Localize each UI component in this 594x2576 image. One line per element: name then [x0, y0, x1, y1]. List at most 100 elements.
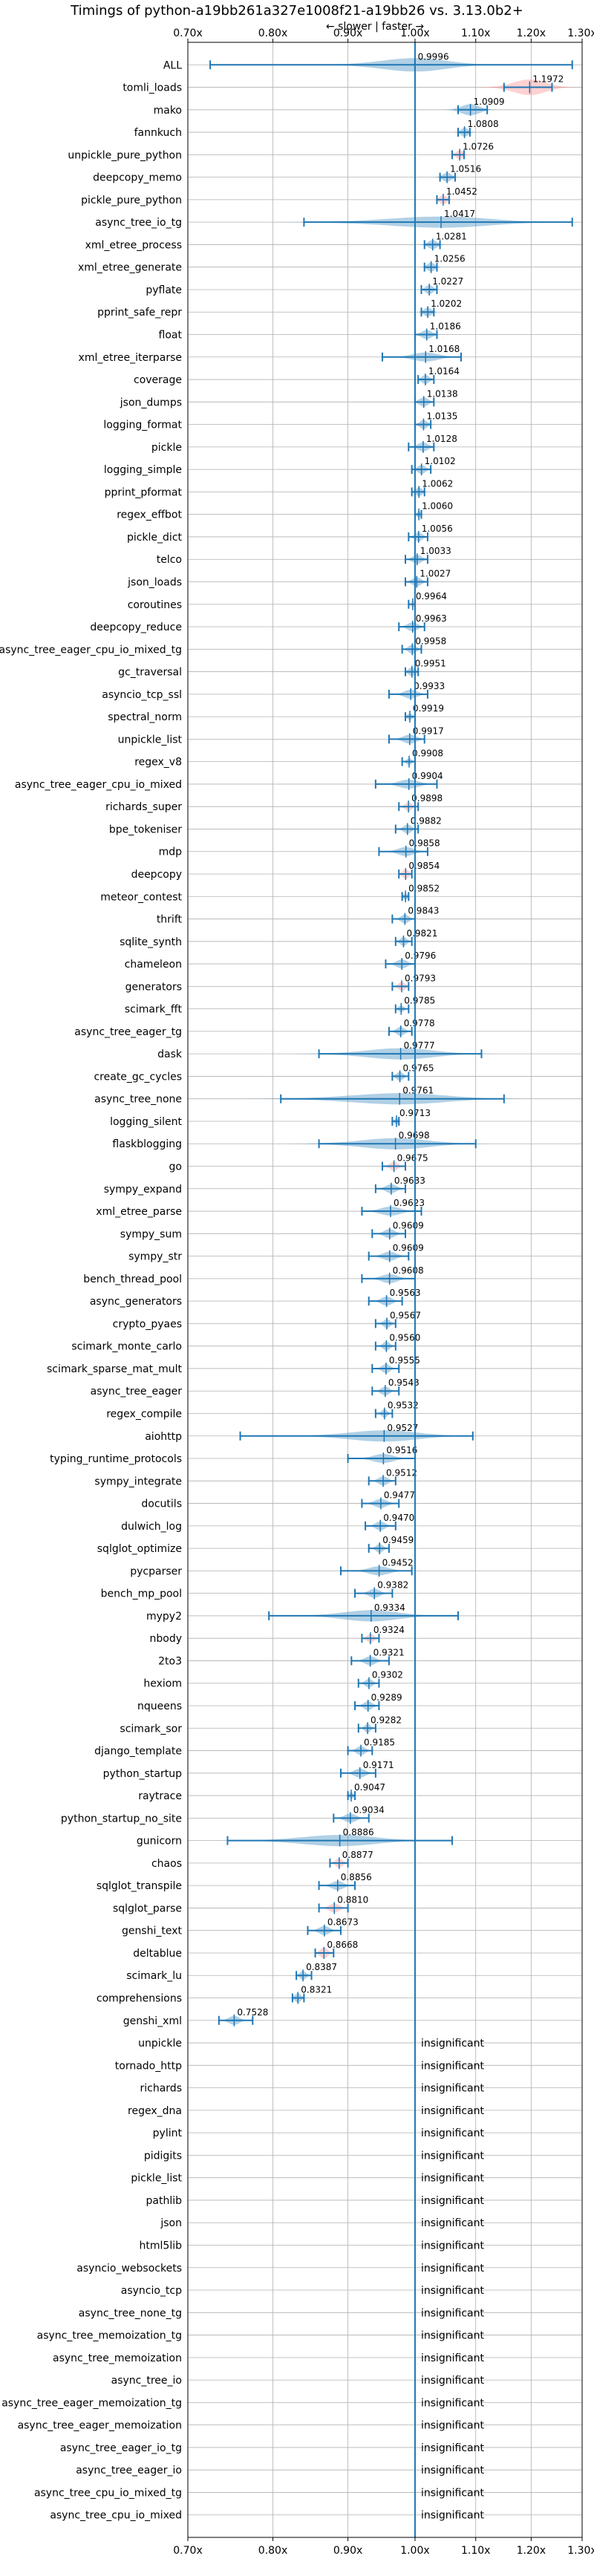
value-label: 0.9958: [415, 636, 446, 646]
value-label: 0.8387: [306, 1962, 337, 1972]
insignificant-label: insignificant: [421, 2173, 485, 2185]
grid-layer: [187, 42, 583, 2537]
category-label: html5lib: [140, 2240, 183, 2251]
category-label: async_tree_eager_memoization: [18, 2420, 182, 2432]
value-label: 1.0102: [425, 456, 456, 466]
value-label: 1.0909: [474, 97, 505, 107]
direction-hint: ← slower | faster →: [326, 21, 424, 33]
category-label: hexiom: [143, 1678, 182, 1690]
insignificant-label: insignificant: [421, 2330, 485, 2342]
value-label: 0.9567: [390, 1310, 421, 1320]
value-label: 0.9633: [394, 1175, 425, 1186]
category-label: tomli_loads: [123, 82, 182, 94]
category-label: pycparser: [130, 1565, 182, 1577]
category-label: create_gc_cycles: [94, 1071, 182, 1083]
tick-label-top: 1.00x: [400, 27, 429, 39]
value-label: 0.8886: [343, 1827, 374, 1838]
category-label: xml_etree_process: [85, 239, 182, 251]
category-label: nbody: [150, 1633, 183, 1645]
category-label: python_startup_no_site: [61, 1813, 182, 1825]
value-label: 0.9908: [412, 749, 443, 759]
value-label: 1.0417: [444, 209, 475, 219]
value-label: 1.0281: [436, 231, 467, 241]
category-label: async_tree_eager: [91, 1386, 183, 1398]
category-label: dask: [157, 1049, 183, 1060]
category-label: tornado_http: [115, 2060, 182, 2072]
insignificant-label: insignificant: [421, 2105, 485, 2117]
insignificant-label: insignificant: [421, 2352, 485, 2364]
category-label: pylint: [153, 2127, 183, 2139]
value-label: 0.9382: [377, 1580, 408, 1591]
category-label: xml_etree_generate: [78, 262, 182, 274]
category-label: chameleon: [125, 959, 182, 971]
value-label: 0.9919: [413, 703, 444, 714]
value-label: 1.0056: [422, 524, 453, 534]
value-label: 0.9527: [387, 1423, 418, 1433]
category-label: docutils: [141, 1499, 182, 1510]
value-label: 0.9324: [373, 1625, 405, 1635]
category-label: pickle: [151, 442, 182, 454]
category-label: python_startup: [103, 1768, 182, 1780]
category-label: richards: [140, 2083, 183, 2095]
chart-title: Timings of python-a19bb261a327e1008f21-a…: [70, 3, 523, 19]
value-label: 1.0062: [422, 478, 453, 489]
category-label: async_tree_io_tg: [95, 217, 182, 229]
insignificant-label: insignificant: [421, 2060, 485, 2072]
category-label: json: [160, 2217, 182, 2229]
category-label: bench_thread_pool: [83, 1274, 182, 1285]
tick-label-bottom: 1.30x: [567, 2545, 594, 2557]
value-label: 0.9821: [406, 928, 437, 939]
insignificant-label: insignificant: [421, 2465, 485, 2476]
tick-label-bottom: 1.00x: [400, 2545, 429, 2557]
category-label: scimark_fft: [125, 1004, 183, 1016]
insignificant-label: insignificant: [421, 2397, 485, 2409]
tick-label-bottom: 0.90x: [333, 2545, 362, 2557]
category-label: scimark_sor: [120, 1723, 182, 1735]
value-label: 0.9882: [411, 815, 442, 826]
value-label: 1.0128: [426, 434, 457, 444]
category-label: pyflate: [146, 284, 182, 296]
category-label: deepcopy_memo: [93, 172, 182, 184]
value-label: 0.9185: [364, 1738, 395, 1748]
category-label: regex_compile: [106, 1408, 182, 1420]
value-label: 0.9302: [372, 1670, 403, 1680]
value-label: 1.0452: [446, 186, 477, 197]
value-label: 1.0227: [432, 276, 463, 287]
category-label: pathlib: [146, 2195, 183, 2207]
category-label: async_generators: [90, 1296, 182, 1308]
category-label: async_tree_eager_cpu_io_mixed: [15, 779, 182, 791]
value-label: 0.9698: [399, 1130, 430, 1141]
category-label: dulwich_log: [121, 1521, 182, 1533]
value-label: 1.0138: [427, 388, 458, 399]
insignificant-label: insignificant: [421, 2420, 485, 2432]
category-label: deltablue: [133, 1948, 182, 1960]
value-label: 0.9951: [415, 659, 446, 669]
category-label: xml_etree_iterparse: [79, 352, 182, 364]
category-label: logging_silent: [110, 1116, 182, 1128]
value-label: 0.8321: [301, 1985, 332, 1995]
value-label: 1.0256: [434, 254, 466, 264]
value-label: 0.9996: [418, 51, 449, 62]
category-label: pprint_pformat: [105, 486, 183, 498]
category-label: async_tree_none: [94, 1094, 182, 1106]
value-label: 1.0808: [468, 119, 499, 129]
value-label: 0.9675: [397, 1153, 428, 1164]
value-label: 0.9470: [383, 1513, 414, 1523]
value-label: 0.9047: [354, 1782, 385, 1793]
tick-label-bottom: 1.10x: [461, 2545, 490, 2557]
value-label: 0.9512: [386, 1467, 417, 1478]
category-label: go: [169, 1161, 182, 1173]
category-label: richards_super: [105, 801, 182, 813]
category-label: deepcopy_reduce: [90, 622, 182, 633]
category-label: scimark_lu: [126, 1970, 182, 1982]
value-label: 0.9761: [402, 1086, 434, 1096]
category-label: pidigits: [144, 2150, 182, 2162]
category-label: sqlite_synth: [120, 936, 182, 948]
insignificant-label: insignificant: [421, 2038, 485, 2050]
tick-label-top: 0.80x: [258, 27, 287, 39]
value-label: 1.0027: [420, 568, 451, 578]
category-label: regex_effbot: [117, 509, 182, 521]
insignificant-label: insignificant: [421, 2285, 485, 2297]
category-label: spectral_norm: [108, 711, 182, 723]
value-label: 0.9034: [353, 1804, 385, 1815]
